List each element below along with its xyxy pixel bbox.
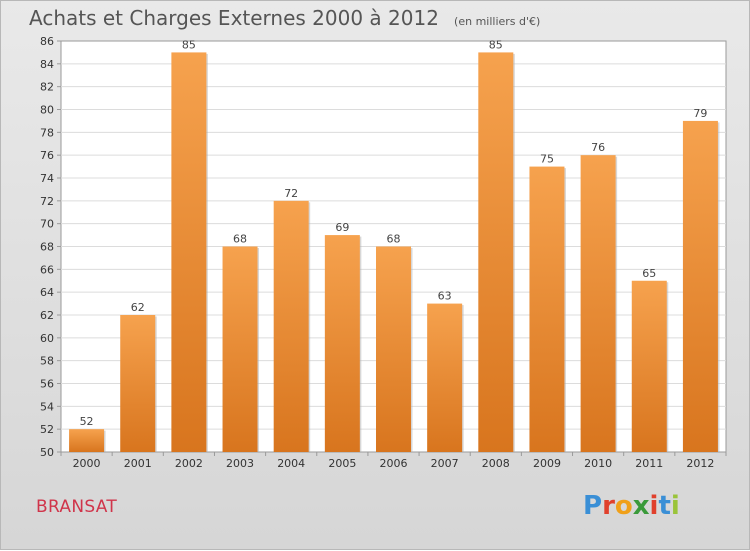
x-tick-label: 2004 xyxy=(277,457,305,470)
bar-2005 xyxy=(324,235,360,452)
bar-2006 xyxy=(376,246,411,452)
bar-2010 xyxy=(580,155,616,452)
data-label: 68 xyxy=(233,233,247,246)
bar-2007 xyxy=(427,303,463,452)
bar-2000 xyxy=(69,429,105,452)
data-label: 75 xyxy=(540,153,554,166)
bar-2004 xyxy=(273,200,309,452)
bar-2011 xyxy=(631,280,667,452)
y-tick-label: 56 xyxy=(40,378,54,391)
y-tick-label: 52 xyxy=(40,423,54,436)
data-label: 85 xyxy=(182,38,196,51)
y-tick-label: 78 xyxy=(40,126,54,139)
data-label: 65 xyxy=(642,267,656,280)
y-tick-label: 68 xyxy=(40,241,54,254)
y-tick-label: 74 xyxy=(40,172,54,185)
data-label: 79 xyxy=(693,107,707,120)
y-tick-label: 64 xyxy=(40,286,54,299)
data-labels: 52 62 85 68 72 69 68 63 85 75 76 65 79 xyxy=(80,38,708,428)
x-tick-label: 2006 xyxy=(380,457,408,470)
bar-2009 xyxy=(529,166,565,453)
y-tick-label: 60 xyxy=(40,332,54,345)
x-axis-ticks: 2000 2001 2002 2003 2004 2005 2006 2007 2008 2009… xyxy=(60,452,727,470)
bar-2002 xyxy=(171,52,207,453)
logo-letter: t xyxy=(658,491,671,521)
data-label: 52 xyxy=(80,415,94,428)
logo-letter: x xyxy=(632,491,650,521)
y-tick-label: 54 xyxy=(40,400,54,413)
bar-2003 xyxy=(222,246,258,452)
y-tick-label: 84 xyxy=(40,58,54,71)
x-tick-label: 2000 xyxy=(73,457,101,470)
y-tick-label: 58 xyxy=(40,355,54,368)
data-label: 72 xyxy=(284,187,298,200)
y-tick-label: 70 xyxy=(40,218,54,231)
logo-letter: i xyxy=(649,491,659,521)
bar-2008 xyxy=(478,52,514,453)
bars xyxy=(69,52,720,453)
x-tick-label: 2007 xyxy=(431,457,459,470)
data-label: 62 xyxy=(131,301,145,314)
x-tick-label: 2010 xyxy=(584,457,612,470)
title-row: Achats et Charges Externes 2000 à 2012 (… xyxy=(29,6,540,30)
logo-letter: P xyxy=(583,491,603,521)
place-name: BRANSAT xyxy=(36,497,118,517)
y-tick-label: 76 xyxy=(40,149,54,162)
y-axis-ticks: 50 52 54 56 58 60 62 64 66 68 70 72 74 76 78 80 82 84 86 xyxy=(40,35,61,459)
logo-letter: o xyxy=(614,491,633,521)
x-tick-label: 2012 xyxy=(686,457,714,470)
x-tick-label: 2011 xyxy=(635,457,663,470)
y-tick-label: 62 xyxy=(40,309,54,322)
x-tick-label: 2001 xyxy=(124,457,152,470)
y-tick-label: 82 xyxy=(40,81,54,94)
x-tick-label: 2005 xyxy=(328,457,356,470)
x-tick-label: 2008 xyxy=(482,457,510,470)
y-tick-label: 72 xyxy=(40,195,54,208)
chart-title: Achats et Charges Externes 2000 à 2012 xyxy=(29,6,439,30)
data-label: 69 xyxy=(335,221,349,234)
chart-subtitle: (en milliers d'€) xyxy=(454,15,541,28)
data-label: 76 xyxy=(591,141,605,154)
bar-2012 xyxy=(682,120,718,453)
logo-letter: i xyxy=(670,491,680,521)
data-label: 68 xyxy=(387,233,401,246)
x-tick-label: 2003 xyxy=(226,457,254,470)
bar-2001 xyxy=(120,315,156,452)
y-tick-label: 50 xyxy=(40,446,54,459)
logo-letter: r xyxy=(602,491,615,521)
y-tick-label: 80 xyxy=(40,104,54,117)
data-label: 85 xyxy=(489,38,503,51)
x-tick-label: 2002 xyxy=(175,457,203,470)
x-tick-label: 2009 xyxy=(533,457,561,470)
data-label: 63 xyxy=(438,290,452,303)
proxiti-logo: Proxiti xyxy=(583,491,680,521)
y-tick-label: 86 xyxy=(40,35,54,48)
y-tick-label: 66 xyxy=(40,263,54,276)
